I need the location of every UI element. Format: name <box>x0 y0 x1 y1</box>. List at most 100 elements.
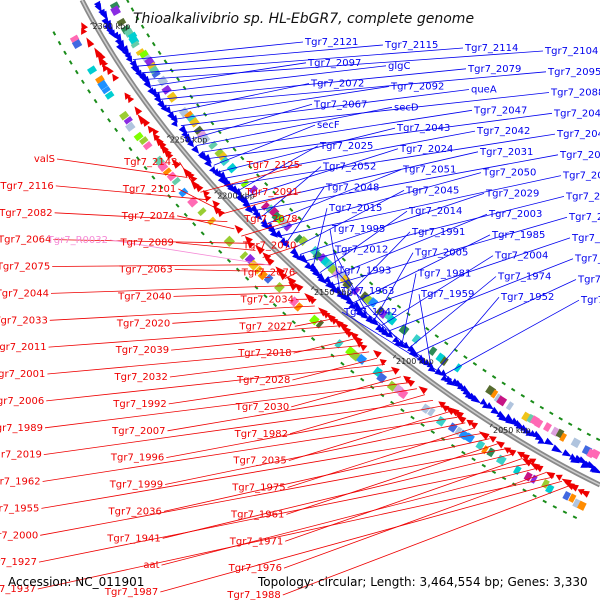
cog-band-outer <box>378 309 389 319</box>
track-dot <box>57 40 62 46</box>
track-dot <box>420 422 425 427</box>
gene-label: Tgr7_2052 <box>322 162 376 173</box>
reverse-gene-mark <box>521 458 533 467</box>
cog-band-inner <box>139 136 149 146</box>
gene-label: Tgr7_2012 <box>334 245 388 256</box>
label-leader-line <box>280 175 562 237</box>
forward-gene-mark <box>409 348 420 358</box>
forward-gene-mark <box>427 364 436 373</box>
reverse-gene-mark <box>278 271 288 281</box>
gene-label: Tgr7_2101 <box>122 184 176 195</box>
track-dot <box>175 203 180 208</box>
track-dot <box>586 432 592 437</box>
cog-band-inner <box>427 407 436 417</box>
gene-label: Tgr7_2074 <box>121 211 175 222</box>
rna-label: Tgr7_R0032 <box>47 235 108 246</box>
reverse-gene-mark <box>529 458 537 465</box>
reverse-gene-mark <box>182 167 192 178</box>
forward-gene-mark <box>191 145 200 154</box>
reverse-gene-mark <box>373 350 382 358</box>
reverse-gene-mark <box>304 293 315 303</box>
gene-label: Tgr7_1975 <box>231 483 285 494</box>
cog-band-inner <box>69 34 80 44</box>
reverse-gene-mark <box>158 139 167 150</box>
reverse-gene-mark <box>506 448 517 457</box>
track-dot <box>595 437 600 442</box>
cog-band-inner <box>125 121 136 132</box>
track-dot <box>100 108 105 113</box>
cog-band-inner <box>223 235 236 247</box>
gene-label: Tgr7_1991 <box>411 227 465 238</box>
track-dot <box>74 69 79 75</box>
cog-band-inner <box>178 187 189 198</box>
scale-tick-mark <box>310 286 315 290</box>
gene-label: Tgr7_2070 <box>242 241 296 252</box>
track-dot <box>151 41 156 47</box>
gene-label: Tgr7_1971 <box>229 536 283 547</box>
reverse-gene-mark <box>495 441 505 449</box>
track-dot <box>532 494 537 498</box>
gene-label: Tgr7_1981 <box>417 269 471 280</box>
gene-label: Tgr7_2067 <box>313 99 367 110</box>
gene-label: Tgr7_2079 <box>467 64 521 75</box>
gene-label: Tgr7_1985 <box>491 230 545 241</box>
gene-label: Tgr7_2088 <box>550 88 600 99</box>
reverse-gene-mark <box>455 414 467 424</box>
gene-label: Tgr7_2024 <box>399 144 453 155</box>
label-leader-line <box>40 448 506 536</box>
label-leader-line <box>46 364 386 402</box>
reverse-gene-mark <box>488 436 497 443</box>
cog-band-outer <box>351 286 361 296</box>
reverse-gene-mark <box>356 341 364 348</box>
gene-label: Tgr7_2031 <box>479 147 533 158</box>
label-leader-line <box>166 405 442 458</box>
cog-band-inner <box>545 483 555 494</box>
reverse-gene-mark <box>438 401 446 409</box>
label-leader-line <box>292 357 378 381</box>
label-leader-line <box>213 124 316 166</box>
track-dot <box>143 165 148 171</box>
cog-band-inner <box>356 353 368 365</box>
forward-gene-mark <box>94 3 102 13</box>
forward-gene-mark <box>282 239 290 248</box>
label-leader-line <box>388 258 574 332</box>
gene-label: Tgr7_2047 <box>473 105 527 116</box>
track-dot <box>368 281 374 286</box>
label-leader-lines <box>37 41 580 596</box>
gene-label: Tgr7_1992 <box>112 399 166 410</box>
label-leader-line <box>225 130 476 179</box>
label-leader-line <box>48 325 338 348</box>
label-leader-line <box>200 164 303 193</box>
gene-label: Tgr7_2020 <box>116 318 170 329</box>
reverse-gene-mark <box>244 236 253 245</box>
track-dot <box>200 231 205 236</box>
track-dot <box>400 408 405 413</box>
forward-gene-mark <box>577 456 588 464</box>
forward-gene-mark <box>385 331 394 338</box>
track-dot <box>125 0 130 4</box>
cog-band-outer <box>337 270 346 280</box>
reverse-gene-mark <box>359 344 368 352</box>
gene-label: Tgr7_1942 <box>343 307 397 318</box>
genome-backbone-ring-highlight <box>81 0 600 486</box>
gene-label: Tgr7_1963 <box>340 286 394 297</box>
cog-band-inner <box>345 346 356 357</box>
cog-band-inner <box>486 447 496 458</box>
label-leader-line <box>173 292 300 297</box>
cog-band-outer <box>110 5 121 16</box>
gene-label: Tgr7_2097 <box>307 58 361 69</box>
track-dot <box>87 89 92 94</box>
label-leader-line <box>346 231 411 298</box>
reverse-gene-mark <box>519 453 530 462</box>
label-leader-line <box>220 191 301 215</box>
cog-band-inner <box>162 167 172 176</box>
cog-band-outer <box>226 162 238 174</box>
label-leader-line <box>146 50 544 80</box>
reverse-gene-mark <box>166 152 174 160</box>
gene-label: Tgr7_2041 <box>556 129 600 140</box>
label-leader-line <box>38 462 531 563</box>
forward-gene-mark <box>561 449 572 457</box>
label-leader-line <box>231 133 556 186</box>
label-leader-line <box>401 273 417 343</box>
cog-band-inner <box>171 176 181 186</box>
